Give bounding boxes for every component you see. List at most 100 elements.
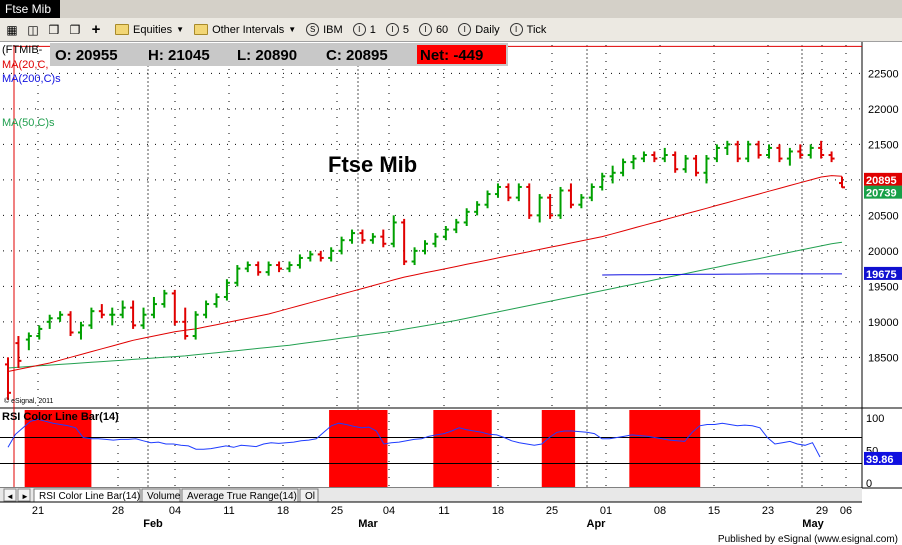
toolbar: ▦ ◫ ❒ ❐ + Equities ▼ Other Intervals ▼ S IBM I… — [0, 18, 902, 42]
rsi-value-tag: 39.86 — [866, 454, 894, 466]
grid-icon[interactable]: ▦ — [6, 22, 18, 37]
ma200-value-tag: 19675 — [866, 269, 897, 281]
ma20-legend: MA(20,C, — [2, 59, 48, 71]
toolbar-item-label: Tick — [526, 23, 547, 36]
tab-label: Average True Range(14) — [187, 491, 297, 502]
x-day-label: 25 — [546, 505, 558, 517]
toolbar-items: Equities ▼ Other Intervals ▼ S IBM I 1 I 5 I 60 I Dai… — [105, 21, 546, 39]
quote-low: L: 20890 — [237, 47, 297, 64]
pages-icon[interactable]: ❒ — [48, 22, 60, 37]
price-tick-label: 19000 — [868, 317, 899, 329]
interval-circle-icon: I — [385, 23, 399, 36]
x-month-label: Mar — [358, 518, 378, 530]
indicator-tab[interactable]: Average True Range(14) — [181, 488, 299, 503]
copyright-label: © eSignal, 2011 — [4, 397, 54, 405]
toolbar-item-daily[interactable]: I Daily — [458, 21, 500, 39]
ma200-value-tag-bg — [864, 266, 902, 280]
toolbar-item-label: 5 — [402, 23, 409, 36]
folder-icon — [115, 24, 129, 35]
x-day-label: 04 — [383, 505, 395, 517]
price-tick-label: 21500 — [868, 139, 899, 151]
toolbar-item-ibm[interactable]: S IBM — [306, 21, 343, 39]
rsi-tick-label: 0 — [866, 478, 872, 490]
page-icon[interactable]: ◫ — [27, 22, 39, 37]
rsi-title: RSI Color Line Bar(14) — [2, 411, 119, 423]
window-title: Ftse Mib — [5, 2, 52, 16]
quote-high: H: 21045 — [148, 47, 210, 64]
price-tick-label: 18500 — [868, 352, 899, 364]
indicator-tab[interactable]: RSI Color Line Bar(14) — [33, 488, 141, 503]
tab-scroll-left-button[interactable] — [3, 488, 17, 502]
chart-area: 1850019000195002000020500210002150022000… — [0, 42, 902, 545]
interval-circle-icon: I — [418, 23, 432, 36]
folder-icon — [194, 24, 209, 35]
chart-title: Ftse Mib — [328, 152, 417, 177]
ma200-line — [602, 273, 842, 276]
x-day-label: 23 — [762, 505, 774, 517]
rsi-line — [7, 418, 821, 458]
price-axis-background — [862, 42, 902, 488]
rsi-tick-label: 100 — [866, 413, 884, 425]
ma50-value-tag: 20739 — [866, 188, 897, 200]
x-day-label: 21 — [32, 505, 44, 517]
current-price-tag: 20895 — [866, 175, 897, 187]
copy-icon[interactable]: ❐ — [69, 22, 81, 37]
rsi-overbought-band — [24, 410, 92, 487]
x-day-label: 04 — [169, 505, 181, 517]
x-day-label: 18 — [492, 505, 504, 517]
indicator-tab[interactable]: Volume — [141, 488, 181, 503]
price-tick-label: 22000 — [868, 104, 899, 116]
plus-icon[interactable]: + — [91, 21, 101, 38]
x-day-label: 11 — [223, 505, 234, 517]
rsi-overbought-band — [329, 410, 388, 487]
x-day-label: 01 — [600, 505, 612, 517]
toolbar-item-label: Other Intervals — [212, 23, 285, 36]
ma50-line — [7, 241, 843, 369]
toolbar-item-other-intervals[interactable]: Other Intervals ▼ — [194, 21, 296, 39]
x-day-label: 28 — [112, 505, 124, 517]
quote-box — [50, 43, 508, 66]
interval-circle-icon: I — [458, 23, 472, 36]
interval-circle-icon: S — [306, 23, 320, 36]
x-day-label: 06 — [840, 505, 852, 517]
quote-close: C: 20895 — [326, 47, 388, 64]
toolbar-item-label: Daily — [475, 23, 500, 36]
symbol-label: (FTMIB- — [2, 44, 43, 56]
interval-circle-icon: I — [352, 23, 366, 36]
price-tick-label: 20000 — [868, 246, 899, 258]
chevron-down-icon: ▼ — [176, 25, 185, 34]
indicator-tab[interactable]: Ol — [299, 488, 319, 503]
x-month-label: Apr — [587, 518, 607, 530]
tab-label: Volume — [147, 491, 181, 502]
current-price-tag-bg — [864, 172, 902, 186]
x-day-label: 15 — [708, 505, 720, 517]
chevron-right-icon: ► — [21, 492, 29, 501]
price-tick-label: 22500 — [868, 68, 899, 80]
toolbar-item-tick[interactable]: I Tick — [509, 21, 547, 39]
x-day-label: 11 — [438, 505, 449, 517]
quote-open: O: 20955 — [55, 47, 118, 64]
chevron-left-icon: ◄ — [6, 492, 14, 501]
window-title-tab[interactable]: Ftse Mib — [0, 0, 60, 18]
toolbar-item-equities[interactable]: Equities ▼ — [115, 21, 184, 39]
tab-label: RSI Color Line Bar(14) — [39, 491, 140, 502]
price-tick-label: 19500 — [868, 281, 899, 293]
indicator-tabs: ◄ ► RSI Color Line Bar(14) Volume Average Tr… — [0, 488, 862, 503]
x-day-label: 18 — [277, 505, 289, 517]
title-bar-spacer — [60, 0, 902, 18]
rsi-value-tag-bg — [864, 451, 902, 465]
price-tick-label: 20500 — [868, 210, 899, 222]
footer-credit: Published by eSignal (www.esignal.com) — [718, 534, 898, 545]
toolbar-item-60[interactable]: I 60 — [418, 21, 449, 39]
toolbar-item-label: Equities — [133, 23, 173, 36]
rsi-overbought-band — [433, 410, 492, 487]
ma200-legend: MA(200,C)s — [2, 73, 61, 85]
rsi-overbought-band — [629, 410, 701, 487]
tab-scroll-right-button[interactable] — [17, 488, 31, 502]
chevron-down-icon: ▼ — [288, 25, 297, 34]
toolbar-item-label: 60 — [435, 23, 449, 36]
tab-label: Ol — [305, 491, 315, 502]
